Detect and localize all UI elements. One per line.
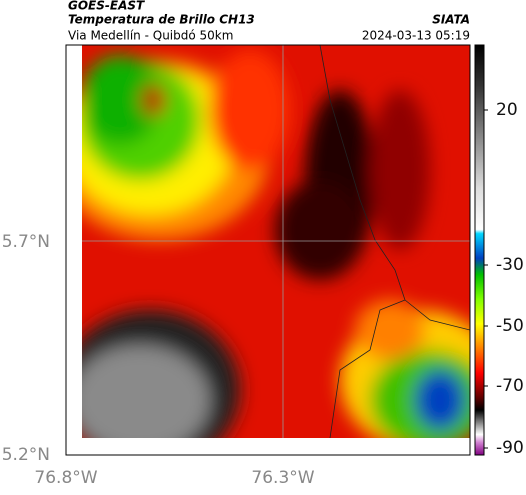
colorbar-label: -70 bbox=[496, 376, 524, 396]
lon-label: 76.8°W bbox=[34, 468, 97, 488]
source: GOES-EAST bbox=[68, 0, 145, 13]
map-frame bbox=[65, 44, 471, 456]
subtitle: Via Medellín - Quibdó 50km bbox=[68, 29, 233, 43]
timestamp: 2024-03-13 05:19 bbox=[362, 29, 470, 43]
colorbar-ticks bbox=[484, 109, 488, 449]
title: Temperatura de Brillo CH13 bbox=[68, 13, 255, 27]
lat-label: 5.7°N bbox=[2, 232, 50, 252]
lon-label: 76.3°W bbox=[251, 468, 314, 488]
colorbar-label: 20 bbox=[496, 100, 518, 120]
lat-label: 5.2°N bbox=[2, 445, 50, 465]
colorbar bbox=[474, 44, 485, 456]
colorbar-label: -30 bbox=[496, 255, 524, 275]
brand: SIATA bbox=[432, 13, 470, 27]
colorbar-label: -90 bbox=[496, 438, 524, 458]
colorbar-label: -50 bbox=[496, 316, 524, 336]
satellite-image bbox=[82, 45, 470, 438]
